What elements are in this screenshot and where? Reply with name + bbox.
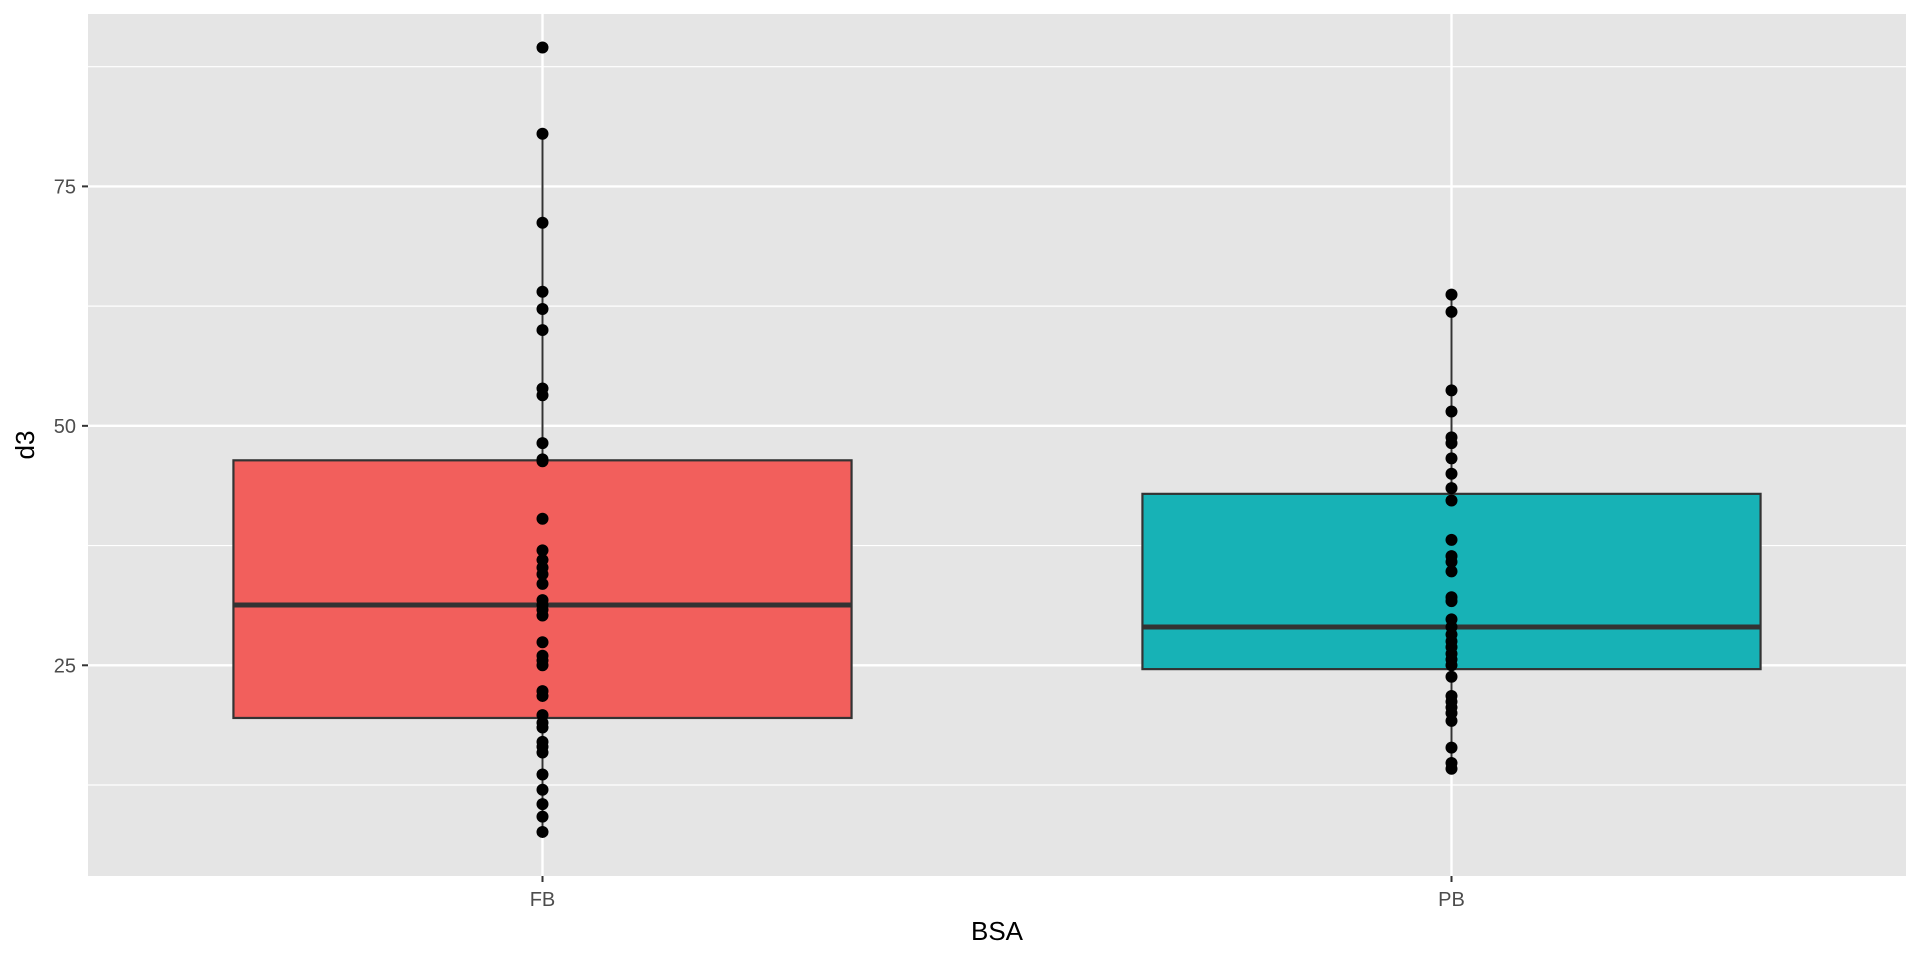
y-tick-label: 50 (54, 416, 76, 438)
y-tick-label: 25 (54, 655, 76, 677)
data-point (536, 324, 549, 337)
data-point (536, 389, 549, 402)
data-point (1445, 670, 1458, 683)
data-point (536, 285, 549, 298)
data-point (536, 127, 549, 140)
data-point (1445, 482, 1458, 495)
data-point (536, 577, 549, 590)
data-point (1445, 467, 1458, 480)
data-point (536, 636, 549, 649)
data-point (1445, 595, 1458, 608)
data-point (536, 568, 549, 581)
data-point (1445, 741, 1458, 754)
data-point (1445, 305, 1458, 318)
data-point (536, 783, 549, 796)
data-point (536, 825, 549, 838)
data-point (1445, 714, 1458, 727)
data-point (536, 512, 549, 525)
data-point (1445, 452, 1458, 465)
data-point (536, 721, 549, 734)
data-point (536, 41, 549, 54)
x-tick-label: PB (1438, 889, 1465, 911)
data-point (1445, 555, 1458, 568)
data-point (1445, 288, 1458, 301)
data-point (1445, 533, 1458, 546)
data-point (536, 659, 549, 672)
data-points (536, 41, 1458, 838)
data-point (536, 609, 549, 622)
data-point (1445, 762, 1458, 775)
data-point (536, 302, 549, 315)
data-point (536, 437, 549, 450)
axes: 25 50 75 FB PB (54, 176, 1465, 911)
data-point (536, 689, 549, 702)
plot-panel (88, 14, 1906, 876)
data-point (536, 810, 549, 823)
x-tick-label: FB (530, 889, 556, 911)
data-point (1445, 384, 1458, 397)
x-axis-title: BSA (971, 916, 1024, 946)
data-point (536, 746, 549, 759)
data-point (536, 544, 549, 557)
data-point (536, 768, 549, 781)
data-point (536, 216, 549, 229)
data-point (536, 455, 549, 468)
data-point (1445, 437, 1458, 450)
data-point (1445, 494, 1458, 507)
y-tick-label: 75 (54, 176, 76, 198)
y-axis-title: d3 (10, 431, 40, 460)
data-point (536, 798, 549, 811)
data-point (1445, 405, 1458, 418)
data-point (1445, 659, 1458, 672)
data-point (1445, 565, 1458, 578)
